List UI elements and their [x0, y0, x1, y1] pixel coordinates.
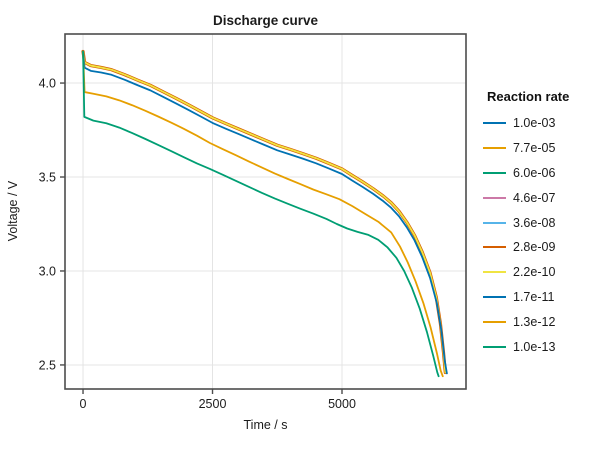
series-line-1.0e-03: [82, 50, 447, 374]
legend-item: 2.8e-09: [483, 235, 569, 260]
legend-line-mark: [483, 147, 506, 150]
legend-line-mark: [483, 295, 506, 298]
series-line-1.3e-12: [82, 50, 444, 378]
legend-line-mark: [483, 221, 506, 224]
tick-labels: 0 2500 5000 2.5 3.0 3.5 4.0: [39, 77, 356, 411]
legend-item: 3.6e-08: [483, 210, 569, 235]
series-line-2.2e-10: [82, 50, 447, 374]
legend-item-label: 2.8e-09: [513, 240, 556, 255]
legend-item-label: 4.6e-07: [513, 190, 556, 205]
legend-item-label: 3.6e-08: [513, 215, 556, 230]
legend-line-mark: [483, 345, 506, 348]
legend-item-label: 1.7e-11: [513, 289, 555, 304]
series-line-1.0e-13: [82, 50, 440, 378]
x-axis-label: Time / s: [244, 418, 288, 432]
series-line-7.7e-05: [82, 50, 447, 374]
y-tick-label: 2.5: [39, 358, 56, 372]
legend-item-label: 1.0e-13: [513, 339, 556, 354]
legend-line-mark: [483, 196, 506, 199]
legend-item: 6.0e-06: [483, 161, 569, 186]
legend-item: 2.2e-10: [483, 260, 569, 285]
series-line-2.8e-09: [81, 49, 447, 375]
y-tick-label: 3.5: [39, 171, 56, 185]
legend-item: 1.0e-03: [483, 111, 569, 136]
legend-item-label: 1.3e-12: [513, 314, 556, 329]
series-line-4.6e-07: [82, 50, 447, 374]
legend-item: 7.7e-05: [483, 136, 569, 161]
legend-line-mark: [483, 246, 506, 249]
y-tick-label: 4.0: [39, 77, 56, 91]
legend-line-mark: [483, 271, 506, 274]
legend-item: 1.3e-12: [483, 309, 569, 334]
legend-line-mark: [483, 320, 506, 323]
x-tick-label: 0: [80, 397, 87, 411]
series-line-1.7e-11: [82, 50, 448, 375]
legend-line-mark: [483, 122, 506, 125]
chart-title: Discharge curve: [213, 13, 319, 28]
y-axis-label: Voltage / V: [6, 180, 20, 241]
y-tick-label: 3.0: [39, 264, 56, 278]
legend-title: Reaction rate: [487, 89, 570, 104]
x-tick-label: 2500: [199, 397, 227, 411]
series-lines: [81, 49, 448, 378]
series-line-3.6e-08: [82, 50, 447, 374]
gridlines: [65, 34, 466, 389]
axis-ticks: [60, 82, 343, 394]
plot-frame: [64, 33, 467, 390]
legend-rows: 1.0e-03 7.7e-05 6.0e-06 4.6e-07 3.6e-08 2.8e-…: [483, 111, 569, 359]
legend: Reaction rate 1.0e-03 7.7e-05 6.0e-06 4.6e-…: [483, 89, 569, 359]
legend-item-label: 2.2e-10: [513, 265, 556, 280]
x-tick-label: 5000: [328, 397, 356, 411]
legend-line-mark: [483, 171, 506, 174]
legend-item-label: 1.0e-03: [513, 116, 556, 131]
legend-item-label: 7.7e-05: [513, 141, 556, 156]
legend-item: 1.7e-11: [483, 285, 569, 310]
series-line-6.0e-06: [82, 50, 447, 374]
legend-item: 4.6e-07: [483, 185, 569, 210]
legend-item-label: 6.0e-06: [513, 165, 556, 180]
legend-item: 1.0e-13: [483, 334, 569, 359]
